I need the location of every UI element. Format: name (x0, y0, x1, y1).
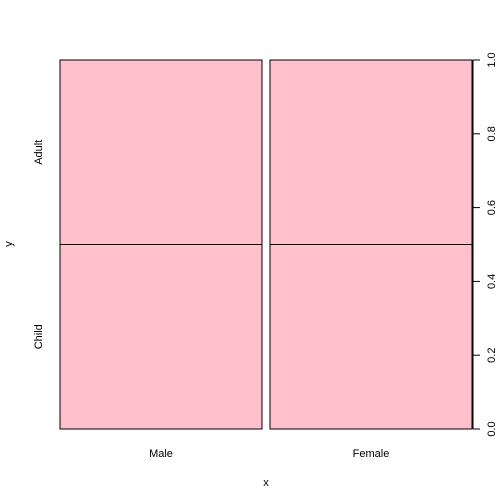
cell-female-child (269, 244, 473, 430)
cell-male-child (59, 244, 263, 430)
right-axis-tick-label: 0.4 (486, 274, 498, 289)
right-axis-tick-label: 1.0 (486, 52, 498, 67)
x-axis-label: x (263, 477, 269, 489)
cell-male-adult (59, 59, 263, 245)
y-axis-label: y (3, 241, 15, 247)
right-axis-tick-label: 0.0 (486, 421, 498, 436)
right-axis-tick-label: 0.8 (486, 126, 498, 141)
x-tick-labels: Male Female (149, 448, 389, 460)
x-tick-label-male: Male (149, 448, 173, 460)
cells-group (59, 59, 473, 430)
cell-female-adult (269, 59, 473, 245)
right-axis: 0.0 0.2 0.4 0.6 0.8 1.0 (472, 52, 498, 437)
y-level-labels: Child Adult (33, 140, 45, 350)
y-level-label-child: Child (33, 324, 45, 349)
x-tick-label-female: Female (353, 448, 390, 460)
y-level-label-adult: Adult (33, 140, 45, 165)
right-axis-tick-label: 0.2 (486, 348, 498, 363)
right-axis-tick-label: 0.6 (486, 200, 498, 215)
